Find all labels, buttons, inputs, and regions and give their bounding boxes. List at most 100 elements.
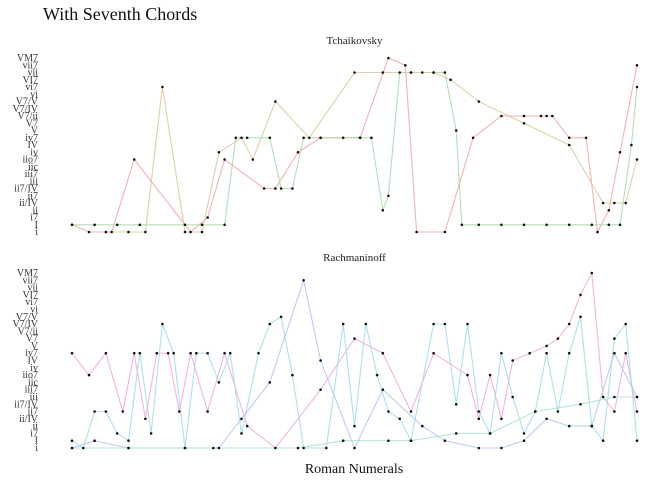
data-point: [353, 424, 356, 428]
data-point: [206, 410, 209, 413]
data-point: [545, 351, 548, 355]
data-point: [635, 395, 639, 399]
y-tick-label: I: [35, 436, 38, 447]
data-point: [607, 223, 611, 227]
data-point: [635, 85, 639, 89]
data-point: [539, 114, 543, 118]
data-point: [223, 223, 226, 227]
data-point: [522, 439, 526, 443]
data-point: [630, 143, 633, 147]
data-point: [432, 322, 435, 326]
data-point: [370, 136, 373, 140]
y-tick-label: vii: [27, 68, 38, 79]
data-point: [127, 230, 130, 234]
x-axis-label: Roman Numerals: [305, 462, 403, 477]
data-point: [223, 158, 226, 161]
data-point: [87, 230, 91, 234]
data-point: [635, 439, 639, 443]
y-tick-label: iii7: [25, 169, 38, 180]
data-point: [613, 395, 616, 399]
y-tick-label: iii: [30, 176, 39, 187]
data-point: [556, 337, 560, 340]
data-point: [240, 432, 243, 435]
data-point: [522, 432, 526, 435]
y-tick-label: V7/IV: [12, 319, 38, 330]
data-point: [319, 359, 322, 362]
y-tick-label: V7/V: [16, 97, 39, 108]
data-point: [567, 223, 571, 227]
data-point: [132, 158, 136, 161]
y-tick-label: IV: [27, 356, 38, 367]
data-point: [613, 351, 616, 355]
panel-title: Rachmaninoff: [323, 252, 386, 264]
data-point: [228, 351, 232, 355]
data-point: [545, 223, 548, 227]
y-tick-label: iic: [28, 162, 39, 173]
data-point: [223, 351, 226, 355]
data-point: [579, 315, 582, 319]
y-tick-label: VI7: [22, 290, 38, 301]
y-tick-label: VM7: [17, 268, 38, 279]
data-point: [567, 136, 571, 140]
data-point: [245, 424, 249, 428]
data-point: [110, 230, 113, 234]
y-tick-label: IV: [27, 140, 38, 151]
data-point: [613, 201, 616, 205]
y-tick-label: V: [31, 126, 39, 137]
data-point: [522, 122, 526, 125]
data-point: [302, 446, 305, 450]
data-point: [70, 439, 74, 443]
data-point: [341, 439, 345, 443]
y-tick-label: ii: [32, 421, 38, 432]
y-tick-label: iv: [30, 363, 38, 374]
y-tick-label: i7: [30, 428, 38, 439]
data-point: [460, 223, 464, 227]
data-point: [443, 230, 447, 234]
data-point: [443, 322, 447, 326]
data-point: [590, 271, 594, 275]
data-point: [601, 201, 605, 205]
data-point: [353, 337, 356, 340]
data-point: [217, 446, 221, 450]
data-point: [381, 209, 385, 212]
data-point: [183, 223, 187, 227]
data-point: [443, 71, 447, 74]
data-point: [257, 351, 260, 355]
data-point: [500, 223, 503, 227]
y-tick-label: iio7: [22, 370, 38, 381]
data-point: [325, 446, 328, 450]
data-point: [477, 223, 481, 227]
panel-title: Tchaikovsky: [326, 35, 383, 47]
data-point: [319, 388, 322, 392]
data-point: [364, 322, 368, 326]
data-point: [274, 187, 277, 190]
data-point: [291, 187, 294, 190]
data-point: [596, 230, 599, 234]
data-point: [183, 446, 187, 450]
y-tick-label: V7/ii: [17, 326, 38, 337]
data-point: [279, 187, 283, 190]
y-tick-label: V: [31, 341, 39, 352]
data-point: [421, 71, 424, 74]
data-point: [579, 403, 582, 406]
data-point: [375, 373, 379, 377]
data-point: [206, 351, 209, 355]
data-point: [613, 410, 616, 413]
data-point: [155, 351, 159, 355]
data-point: [398, 71, 402, 74]
data-point: [166, 351, 170, 355]
data-point: [308, 136, 311, 140]
data-point: [161, 85, 164, 89]
data-point: [624, 201, 627, 205]
data-point: [104, 230, 108, 234]
data-point: [93, 410, 96, 413]
data-point: [454, 129, 458, 132]
data-point: [132, 351, 136, 355]
data-point: [195, 351, 198, 355]
y-tick-label: ii7: [27, 191, 38, 202]
data-point: [245, 136, 249, 140]
data-point: [618, 223, 622, 227]
data-point: [556, 410, 560, 413]
data-point: [409, 410, 413, 413]
panel-1: RachmaninoffiIi7iiii/IVii7ii7/IViiiiii7i…: [12, 252, 639, 454]
